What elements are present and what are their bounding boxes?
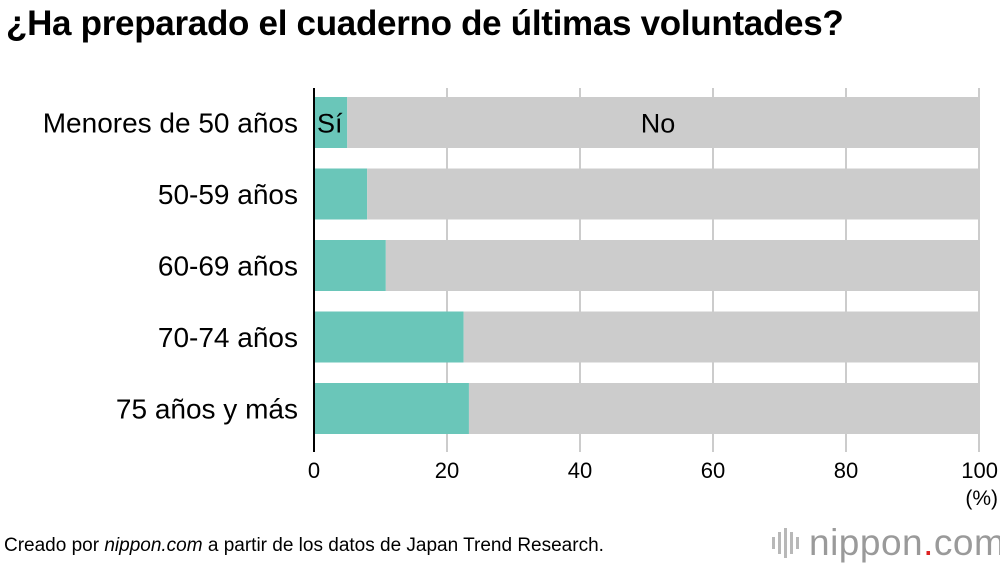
bar-si-1	[314, 168, 368, 220]
x-axis-unit: (%)	[965, 487, 998, 510]
x-tick-label-60: 60	[701, 458, 725, 483]
bar-no-1	[367, 168, 979, 220]
bar-no-3	[463, 311, 979, 363]
x-tick-label-40: 40	[568, 458, 592, 483]
source-note: Creado por nippon.com a partir de los da…	[4, 535, 604, 557]
series-label-no: No	[641, 109, 676, 139]
category-label-4: 75 años y más	[116, 394, 298, 425]
source-prefix: Creado por	[4, 535, 105, 556]
bar-si-4	[314, 383, 469, 434]
category-label-0: Menores de 50 años	[43, 108, 298, 139]
logo-bars-icon	[772, 528, 799, 558]
bar-no-4	[468, 383, 979, 434]
chart-title: ¿Ha preparado el cuaderno de últimas vol…	[6, 4, 844, 43]
category-label-1: 50-59 años	[158, 179, 298, 210]
logo-tld: com	[933, 522, 1000, 563]
category-label-3: 70-74 años	[158, 322, 298, 353]
series-label-si: Sí	[317, 109, 343, 139]
nippon-logo: nippon.com	[772, 522, 1000, 564]
bar-si-3	[314, 311, 464, 363]
x-tick-label-80: 80	[834, 458, 858, 483]
source-suffix: a partir de los datos de Japan Trend Res…	[202, 535, 604, 556]
x-tick-label-20: 20	[435, 458, 459, 483]
logo-name: nippon	[809, 522, 924, 563]
x-tick-label-0: 0	[308, 458, 320, 483]
bar-si-0	[314, 97, 348, 148]
category-label-2: 60-69 años	[158, 251, 298, 282]
bar-no-0	[347, 97, 979, 148]
logo-dot: .	[923, 522, 934, 563]
bar-si-2	[314, 240, 386, 291]
bar-no-2	[385, 240, 979, 291]
bar-chart: Menores de 50 años 50-59 años 60-69 años 70…	[43, 88, 998, 510]
x-tick-label-100: 100	[961, 458, 998, 483]
source-site: nippon.com	[104, 535, 203, 556]
